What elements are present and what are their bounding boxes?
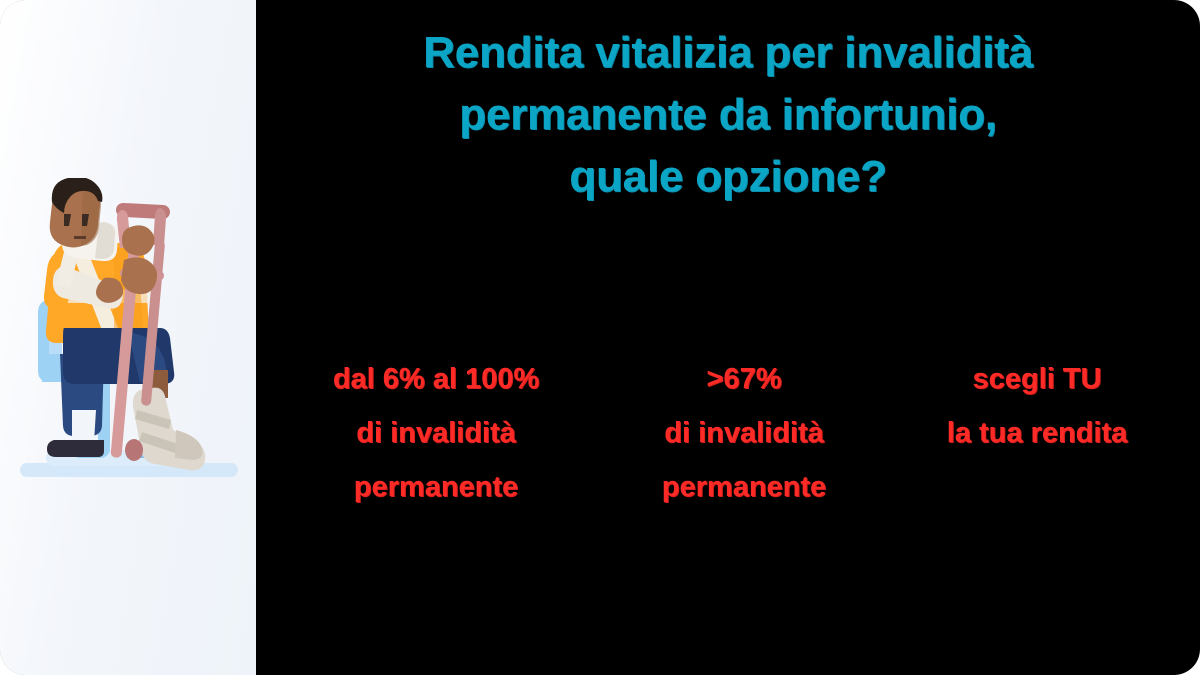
left-hand <box>96 277 124 303</box>
crutch-rail <box>141 240 165 406</box>
crutch-foot <box>125 439 143 461</box>
option-column-1: dal 6% al 100% di invalidità permanente <box>276 352 596 514</box>
neck-brace-shade <box>95 222 116 259</box>
shoe-left <box>47 440 104 457</box>
options-row: dal 6% al 100% di invalidità permanente … <box>276 352 1182 514</box>
option-column-2: >67% di invalidità permanente <box>607 352 882 514</box>
mouth <box>74 236 86 239</box>
page-title: Rendita vitalizia per invalidità permane… <box>256 22 1200 208</box>
title-line-2: permanente da infortunio, <box>459 90 997 139</box>
eye-right <box>82 214 89 226</box>
option-2-line-2: di invalidità <box>664 417 824 449</box>
sock-left <box>72 410 96 442</box>
option-3-line-2: la tua rendita <box>946 417 1128 449</box>
option-column-3: scegli TU la tua rendita <box>892 352 1182 460</box>
right-arm <box>121 257 158 295</box>
hair <box>51 178 103 213</box>
title-line-3: quale opzione? <box>569 152 887 201</box>
option-2-line-3: permanente <box>661 471 827 503</box>
hair-tuft <box>74 178 94 186</box>
eye-left <box>64 214 71 226</box>
crutch-shaft <box>110 242 140 458</box>
cast-wrap-1 <box>135 410 171 429</box>
option-1-heading: dal 6% al 100% <box>332 363 540 395</box>
option-2-heading: >67% <box>706 363 782 395</box>
cast-toe <box>175 430 203 460</box>
option-3-heading: scegli TU <box>972 363 1102 395</box>
injured-man-illustration <box>8 178 252 490</box>
option-1-line-3: permanente <box>353 471 519 503</box>
cast-wrap-2 <box>139 432 184 455</box>
right-hand <box>122 225 155 256</box>
option-1-line-2: di invalidità <box>356 417 516 449</box>
illustration-panel <box>0 0 256 675</box>
face-shadow <box>81 186 102 246</box>
crutch-top-right <box>153 208 166 246</box>
title-line-1: Rendita vitalizia per invalidità <box>423 28 1033 77</box>
